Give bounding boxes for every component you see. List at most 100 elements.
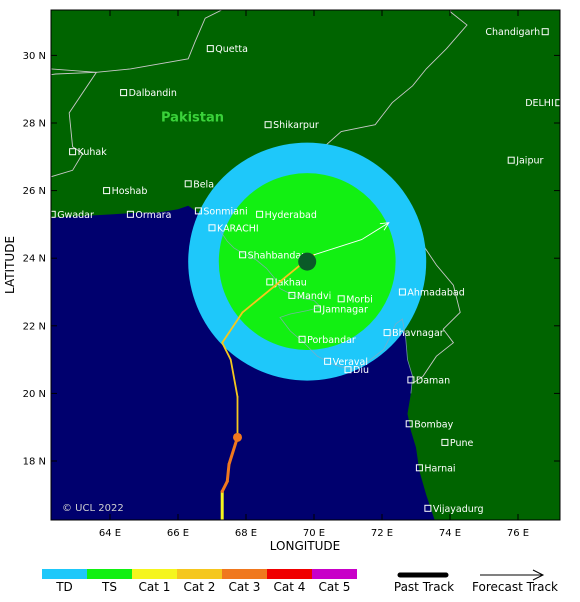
city-marker-bhavnagar [383, 329, 391, 337]
city-marker-sonmiani [194, 207, 202, 215]
city-label-jaipur: Jaipur [515, 156, 543, 167]
legend-swatch-td [42, 569, 87, 579]
legend-label-td: TD [55, 580, 73, 594]
track-point-marker [233, 432, 242, 442]
legend-label-cat-3: Cat 3 [229, 580, 261, 594]
city-label-hyderabad: Hyderabad [265, 210, 317, 221]
city-label-jakhau: Jakhau [274, 277, 307, 288]
y-tick-label: 20 N [23, 389, 46, 400]
plot-frame [50, 9, 561, 521]
city-marker-diu [344, 366, 352, 374]
past-track-segment [221, 311, 244, 344]
city-label-bombay: Bombay [414, 419, 453, 430]
city-label-harnai: Harnai [424, 463, 455, 474]
legend-label-ts: TS [101, 580, 117, 594]
legend-label-cat-5: Cat 5 [319, 580, 351, 594]
city-label-ormara: Ormara [135, 210, 171, 221]
city-label-gwadar: Gwadar [57, 210, 94, 221]
city-marker-ahmadabad [398, 288, 406, 296]
city-marker-pune [441, 438, 449, 446]
legend: TD TS Cat 1 Cat 2 Cat 3 Cat 4 Cat 5 Past Track F… [42, 569, 558, 594]
city-marker-shahbandar [239, 251, 247, 259]
city-label-morbi: Morbi [346, 294, 373, 305]
city-label-shikarpur: Shikarpur [273, 120, 319, 131]
city-label-quetta: Quetta [215, 44, 248, 55]
y-tick-label: 18 N [23, 457, 46, 468]
x-tick-label: 64 E [99, 528, 121, 539]
city-marker-bombay [405, 420, 413, 428]
axes: 64 E 66 E 68 E 70 E 72 E 74 E 76 E 18 N 20 N 22 N… [23, 10, 560, 539]
legend-label-cat-1: Cat 1 [139, 580, 171, 594]
legend-swatch-cat-2 [177, 569, 222, 579]
x-axis-title: LONGITUDE [270, 539, 340, 553]
city-marker-jakhau [266, 278, 274, 286]
city-label-jamnagar: Jamnagar [321, 304, 368, 315]
city-marker-hoshab [103, 187, 111, 195]
city-label-dalbandin: Dalbandin [129, 88, 177, 99]
city-marker-chandigarh [541, 28, 549, 36]
y-tick-label: 28 N [23, 119, 46, 130]
x-tick-label: 74 E [439, 528, 461, 539]
x-tick-label: 70 E [303, 528, 325, 539]
legend-swatch-ts [87, 569, 132, 579]
city-marker-jaipur [507, 156, 515, 164]
x-tick-label: 68 E [235, 528, 257, 539]
city-marker-ormara [126, 210, 134, 218]
city-label-chandigarh: Chandigarh [485, 27, 540, 38]
city-label-porbandar: Porbandar [307, 335, 356, 346]
city-label-delhi: DELHI [525, 98, 554, 109]
legend-forecast-arrowhead [532, 569, 545, 581]
city-label-bhavnagar: Bhavnagar [392, 328, 444, 339]
city-marker-gwadar [51, 210, 56, 218]
map-plot-area: Quetta Chandigarh Dalbandin Shikarpur DELHI K… [51, 10, 560, 520]
storm-track-layer [220, 222, 390, 520]
legend-swatch-cat-4 [267, 569, 312, 579]
city-marker-bela [184, 180, 192, 188]
city-label-ahmadabad: Ahmadabad [407, 288, 464, 299]
city-label-sonmiani: Sonmiani [203, 206, 247, 217]
legend-label-cat-4: Cat 4 [274, 580, 306, 594]
forecast-track [313, 222, 390, 256]
city-label-shahbandar: Shahbandar [248, 250, 306, 261]
x-tick-label: 72 E [371, 528, 393, 539]
legend-label-cat-2: Cat 2 [184, 580, 216, 594]
city-marker-vijayadurg [424, 504, 432, 512]
city-marker-hyderabad [256, 210, 264, 218]
city-marker-jamnagar [313, 305, 321, 313]
city-marker-dalbandin [120, 89, 128, 97]
city-label-diu: Diu [353, 365, 369, 376]
storm-current-position [298, 252, 317, 271]
city-marker-daman [407, 376, 415, 384]
forecast-track-arrowhead [379, 222, 390, 231]
past-track-segment [221, 341, 232, 361]
city-label-veraval: Veraval [333, 357, 368, 368]
past-track-segment [225, 462, 231, 483]
city-label-mandvi: Mandvi [297, 291, 331, 302]
gulf-of-kutch-outline [220, 230, 414, 394]
city-label-daman: Daman [416, 375, 450, 386]
city-marker-veraval [324, 357, 332, 365]
past-track-segment [241, 264, 302, 314]
legend-swatch-cat-1 [132, 569, 177, 579]
city-label-hoshab: Hoshab [112, 186, 148, 197]
past-track-segment [229, 358, 239, 398]
past-track-segment [220, 479, 229, 493]
city-label-vijayadurg: Vijayadurg [433, 504, 484, 515]
cities-layer: Quetta Chandigarh Dalbandin Shikarpur DELHI K… [51, 27, 560, 515]
y-axis-title: LATITUDE [3, 236, 17, 294]
afghanistan-pakistan-border [51, 10, 223, 73]
x-tick-label: 76 E [507, 528, 529, 539]
y-tick-label: 26 N [23, 186, 46, 197]
legend-forecast-track-label: Forecast Track [472, 580, 558, 594]
legend-swatch-cat-5 [312, 569, 357, 579]
city-marker-porbandar [298, 335, 306, 343]
y-tick-label: 22 N [23, 321, 46, 332]
city-label-karachi: KARACHI [217, 223, 259, 234]
city-marker-quetta [206, 45, 214, 53]
city-marker-karachi [208, 224, 216, 232]
copyright-notice: © UCL 2022 [62, 503, 124, 514]
legend-past-track-label: Past Track [394, 580, 454, 594]
city-marker-kuhak [69, 148, 77, 156]
city-marker-harnai [415, 464, 423, 472]
